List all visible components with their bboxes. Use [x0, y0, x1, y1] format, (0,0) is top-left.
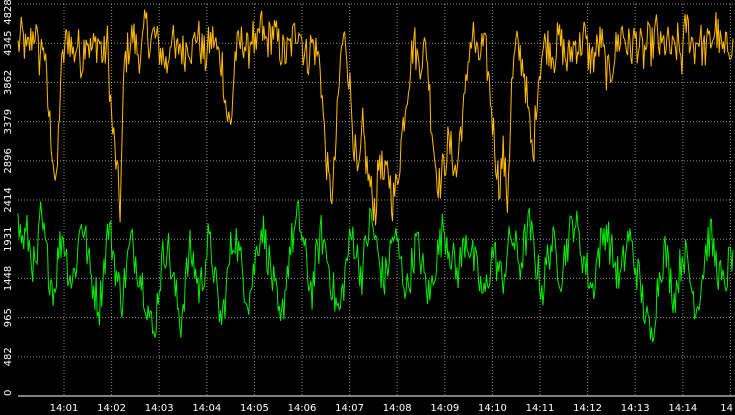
x-tick-label: 14:13 [621, 403, 650, 414]
y-tick-label: 0 [3, 390, 14, 396]
x-tick-label: 14:10 [478, 403, 507, 414]
x-tick-label: 14:05 [240, 403, 269, 414]
y-tick-label: 482 [3, 347, 14, 366]
y-tick-label: 3379 [3, 109, 14, 134]
y-tick-label: 2896 [3, 148, 14, 173]
y-tick-label: 1931 [3, 226, 14, 251]
x-tick-labels: 14:01 14:02 14:03 14:04 14:05 14:06 14:07 14:08… [50, 403, 733, 414]
x-tick-label: 14:11 [526, 403, 555, 414]
y-tick-label: 2414 [3, 187, 14, 212]
x-tick-label: 14:09 [430, 403, 459, 414]
series-group [17, 9, 734, 343]
x-tick-label: 14:06 [288, 403, 317, 414]
y-tick-label: 4828 [3, 0, 14, 25]
y-tick-label: 965 [3, 308, 14, 327]
y-tick-label: 4345 [3, 30, 14, 55]
x-tick-label: 14:12 [573, 403, 602, 414]
x-tick-label: 14:02 [97, 403, 126, 414]
series-line-orange [17, 9, 734, 226]
x-tick-label: 14:03 [145, 403, 174, 414]
x-tick-label: 14:08 [383, 403, 412, 414]
series-line-green [17, 198, 734, 343]
x-tick-label: 14:14 [668, 403, 697, 414]
grid [18, 3, 735, 396]
y-tick-label: 1448 [3, 266, 14, 291]
y-tick-label: 3862 [3, 70, 14, 95]
x-tick-label: 14:01 [50, 403, 79, 414]
y-tick-labels: 0 482 965 1448 1931 2414 2896 3379 3862 4345 4828 [3, 0, 14, 396]
x-tick-label: 14 [720, 403, 733, 414]
x-tick-label: 14:07 [335, 403, 364, 414]
x-tick-label: 14:04 [192, 403, 221, 414]
